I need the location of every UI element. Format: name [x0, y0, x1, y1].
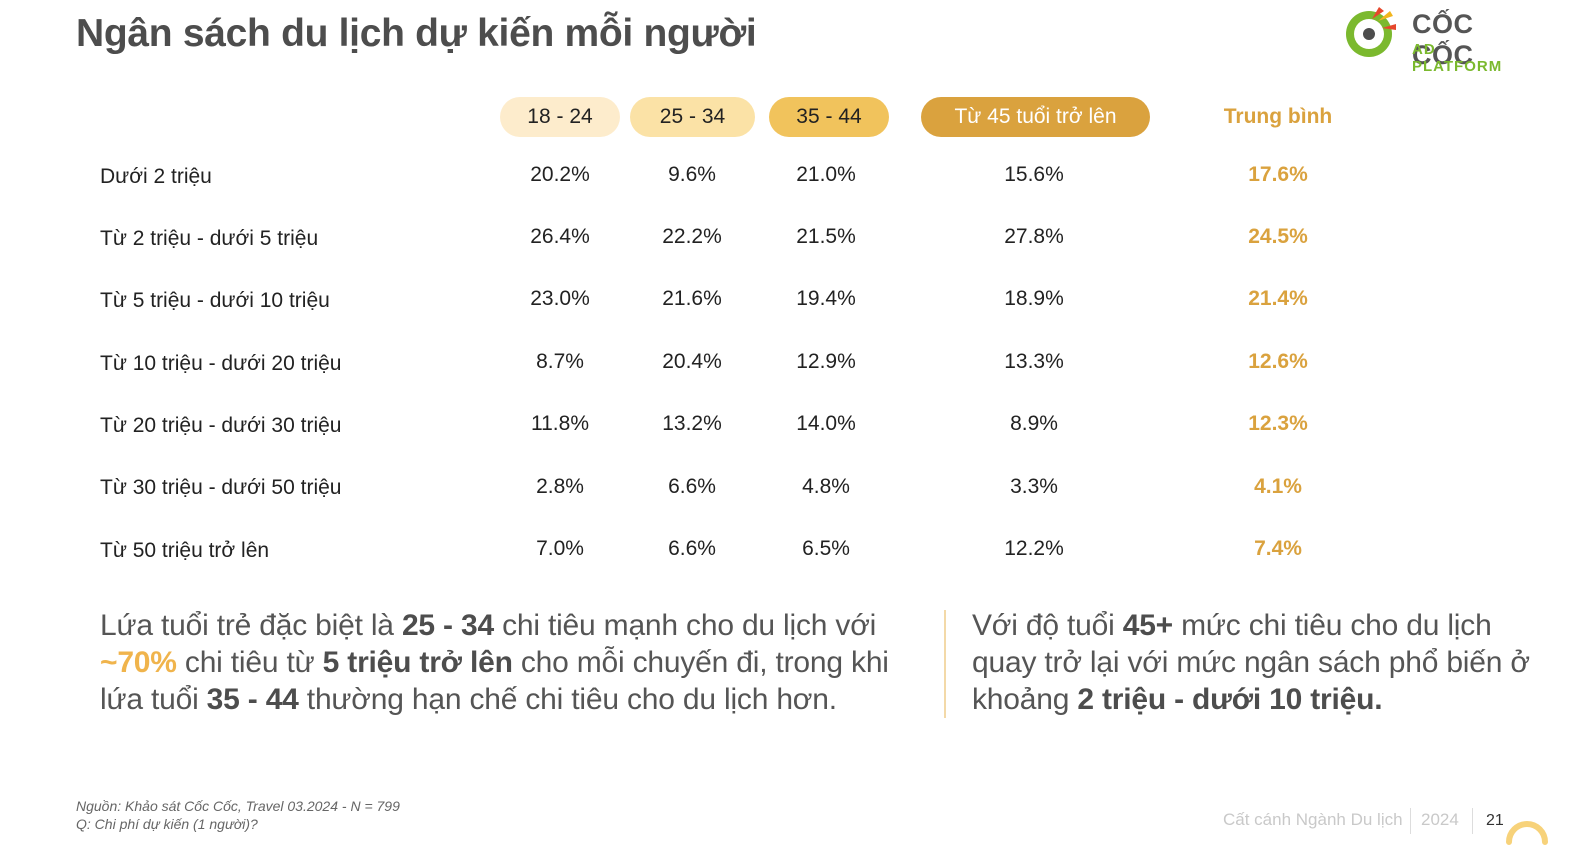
column-header-average: Trung bình [1223, 105, 1333, 128]
table-cell: 23.0% [530, 287, 590, 310]
table-cell-average: 24.5% [1248, 225, 1308, 248]
table-cell: 21.6% [662, 287, 722, 310]
coccoc-logo: CỐC CỐC AD PLATFORM [1342, 3, 1527, 75]
coccoc-logo-icon [1346, 7, 1396, 57]
table-cell: 12.2% [1004, 537, 1064, 560]
table-cell: 13.2% [662, 412, 722, 435]
table-cell-average: 4.1% [1254, 475, 1302, 498]
row-label: Từ 5 triệu - dưới 10 triệu [100, 289, 330, 312]
logo-wordmark: CỐC CỐC [1412, 9, 1474, 70]
insight-bold: 25 - 34 [401, 609, 494, 642]
table-cell: 6.5% [802, 537, 850, 560]
table-cell: 11.8% [531, 412, 589, 435]
insight-right: Với độ tuổi 45+ mức chi tiêu cho du lịch… [972, 607, 1532, 718]
insight-text: Với độ tuổi [972, 609, 1123, 642]
page-title: Ngân sách du lịch dự kiến mỗi người [76, 12, 757, 55]
table-cell: 19.4% [796, 287, 856, 310]
table-cell: 9.6% [668, 163, 716, 186]
table-cell: 6.6% [668, 475, 716, 498]
table-cell: 13.3% [1004, 350, 1064, 373]
insight-text: mức chi tiêu cho du lịch quay trở lại vớ… [972, 609, 1530, 716]
footer-divider [1410, 808, 1411, 834]
table-cell-average: 12.6% [1248, 350, 1308, 373]
decorative-arc-icon [1506, 821, 1548, 845]
row-label: Dưới 2 triệu [100, 165, 212, 188]
page-number: 21 [1486, 812, 1504, 829]
insight-text: Lứa tuổi trẻ đặc biệt là [100, 609, 402, 642]
column-header-25-34: 25 - 34 [630, 97, 755, 137]
question-note: Q: Chi phí dự kiến (1 người)? [76, 816, 258, 832]
column-header-35-44: 35 - 44 [769, 97, 889, 137]
table-cell: 27.8% [1004, 225, 1064, 248]
row-label: Từ 30 triệu - dưới 50 triệu [100, 476, 342, 499]
insight-bold: 2 triệu - dưới 10 triệu. [1077, 683, 1383, 716]
insight-highlight: ~70% [100, 646, 177, 679]
insight-left: Lứa tuổi trẻ đặc biệt là 25 - 34 chi tiê… [100, 607, 930, 718]
insight-text: chi tiêu từ [176, 646, 323, 679]
insight-bold: 35 - 44 [206, 683, 299, 716]
row-label: Từ 10 triệu - dưới 20 triệu [100, 352, 342, 375]
row-label: Từ 2 triệu - dưới 5 triệu [100, 227, 319, 250]
insight-divider [944, 610, 946, 718]
table-cell: 8.9% [1010, 412, 1058, 435]
table-cell-average: 7.4% [1254, 537, 1302, 560]
table-cell: 7.0% [536, 537, 584, 560]
table-cell: 21.5% [796, 225, 856, 248]
table-cell: 3.3% [1010, 475, 1058, 498]
table-cell: 2.8% [536, 475, 584, 498]
table-cell: 18.9% [1004, 287, 1064, 310]
table-cell: 21.0% [796, 163, 856, 186]
table-cell: 6.6% [668, 537, 716, 560]
insight-text: cho mỗi chuyến đi, trong khi lứa tuổi [100, 646, 889, 716]
table-cell: 12.9% [796, 350, 856, 373]
table-cell: 15.6% [1004, 163, 1064, 186]
footer-year: 2024 [1421, 810, 1459, 829]
insight-text: chi tiêu mạnh cho du lịch với [493, 609, 877, 642]
table-cell-average: 21.4% [1248, 287, 1308, 310]
table-cell: 20.2% [530, 163, 590, 186]
insight-bold: 45+ [1122, 609, 1173, 642]
table-cell: 26.4% [530, 225, 590, 248]
table-cell: 20.4% [662, 350, 722, 373]
row-label: Từ 50 triệu trở lên [100, 539, 270, 562]
footer-title: Cất cánh Ngành Du lịch [1223, 810, 1403, 829]
table-cell: 14.0% [796, 412, 856, 435]
table-cell-average: 17.6% [1248, 163, 1308, 186]
insight-text: thường hạn chế chi tiêu cho du lịch hơn. [298, 683, 837, 716]
table-cell-average: 12.3% [1248, 412, 1308, 435]
table-cell: 8.7% [536, 350, 584, 373]
table-cell: 4.8% [802, 475, 850, 498]
logo-tagline: AD PLATFORM [1412, 41, 1503, 75]
footer-divider [1472, 808, 1473, 834]
table-cell: 22.2% [662, 225, 722, 248]
insight-bold: 5 triệu trở lên [322, 646, 513, 679]
column-header-18-24: 18 - 24 [500, 97, 620, 137]
column-header-45-plus: Từ 45 tuổi trở lên [921, 97, 1150, 137]
source-note: Nguồn: Khảo sát Cốc Cốc, Travel 03.2024 … [76, 798, 400, 814]
row-label: Từ 20 triệu - dưới 30 triệu [100, 414, 342, 437]
